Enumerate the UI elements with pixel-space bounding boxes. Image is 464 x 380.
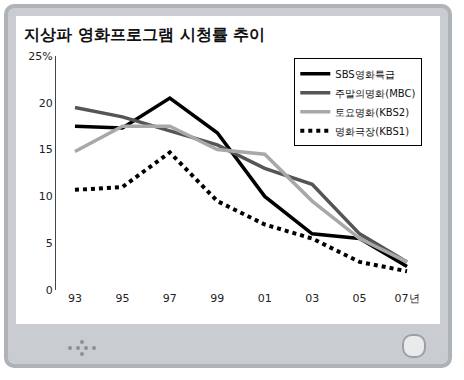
- svg-text:01: 01: [258, 292, 272, 305]
- svg-text:25%: 25%: [28, 50, 52, 63]
- svg-text:99: 99: [210, 292, 224, 305]
- svg-text:20: 20: [39, 97, 53, 110]
- svg-text:토요명화(KBS2): 토요명화(KBS2): [335, 107, 409, 118]
- svg-text:10: 10: [39, 190, 53, 203]
- svg-text:15: 15: [39, 143, 53, 156]
- svg-text:지상파 영화프로그램 시청률 추이: 지상파 영화프로그램 시청률 추이: [24, 25, 265, 44]
- svg-text:주말의명화(MBC): 주말의명화(MBC): [335, 88, 415, 99]
- svg-text:명화극장(KBS1): 명화극장(KBS1): [335, 126, 409, 137]
- svg-text:0: 0: [46, 284, 53, 297]
- svg-text:95: 95: [115, 292, 129, 305]
- svg-text:97: 97: [163, 292, 177, 305]
- svg-text:05: 05: [353, 292, 367, 305]
- svg-text:07년: 07년: [395, 292, 420, 305]
- svg-text:93: 93: [68, 292, 82, 305]
- svg-text:03: 03: [305, 292, 319, 305]
- svg-text:5: 5: [46, 237, 53, 250]
- svg-text:SBS영화특급: SBS영화특급: [335, 69, 394, 80]
